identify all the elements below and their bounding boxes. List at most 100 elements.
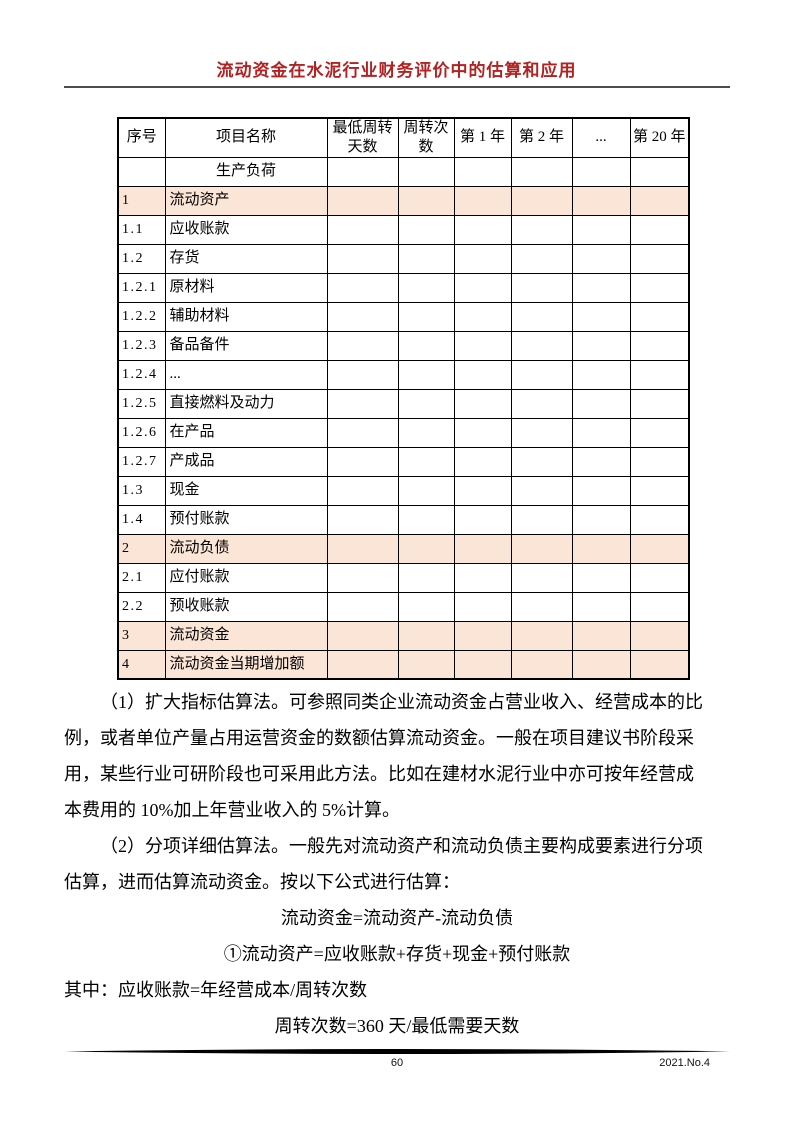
- value-cell: [397, 214, 455, 245]
- body-line: （2）分项详细估算法。一般先对流动资产和流动负债主要构成要素进行分项: [100, 836, 703, 856]
- table-row: 2.1 应付账款: [117, 562, 690, 593]
- value-cell: [629, 475, 690, 506]
- row-number-cell: 2: [117, 533, 166, 564]
- row-number-cell: 1.2.6: [117, 417, 166, 448]
- item-name-cell: ...: [164, 359, 328, 390]
- table-row: 3 流动资金: [117, 620, 690, 651]
- value-cell: [397, 475, 455, 506]
- value-cell: [510, 185, 573, 216]
- table-row: 1.2.7 产成品: [117, 446, 690, 477]
- value-cell: [571, 156, 631, 187]
- value-cell: [629, 301, 690, 332]
- value-cell: [510, 591, 573, 622]
- row-number-cell: 2.1: [117, 562, 166, 593]
- table-row: 4 流动资金当期增加额: [117, 649, 690, 680]
- value-cell: [571, 214, 631, 245]
- working-capital-table: 序号 项目名称 最低周转天数 周转次数 第 1 年 第 2 年 ... 第 20…: [117, 117, 690, 680]
- value-cell: [629, 214, 690, 245]
- value-cell: [453, 388, 512, 419]
- value-cell: [453, 330, 512, 361]
- value-cell: [629, 243, 690, 274]
- body-text: （1）扩大指标估算法。可参照同类企业流动资金占营业收入、经营成本的比 例，或者单…: [64, 684, 730, 1044]
- value-cell: [397, 620, 455, 651]
- item-name-cell: 流动资金: [164, 620, 328, 651]
- value-cell: [629, 359, 690, 390]
- value-cell: [453, 214, 512, 245]
- value-cell: [397, 417, 455, 448]
- value-cell: [326, 620, 399, 651]
- value-cell: [326, 330, 399, 361]
- value-cell: [510, 330, 573, 361]
- value-cell: [326, 301, 399, 332]
- value-cell: [510, 620, 573, 651]
- page-number: 60: [390, 1057, 404, 1069]
- footer-rule-bar: [64, 1049, 730, 1054]
- body-line: 本费用的 10%加上年营业收入的 5%计算。: [64, 800, 400, 820]
- item-name-cell: 备品备件: [164, 330, 328, 361]
- col-header-year1: 第 1 年: [453, 117, 512, 158]
- value-cell: [571, 359, 631, 390]
- value-cell: [326, 185, 399, 216]
- table-row: 1.3 现金: [117, 475, 690, 506]
- value-cell: [571, 504, 631, 535]
- header-rule: [64, 86, 730, 88]
- value-cell: [571, 417, 631, 448]
- body-line: 例，或者单位产量占用运营资金的数额估算流动资金。一般在项目建议书阶段采: [64, 728, 694, 748]
- table-row: 2 流动负债: [117, 533, 690, 564]
- value-cell: [397, 156, 455, 187]
- item-name-cell: 流动资产: [164, 185, 328, 216]
- value-cell: [571, 620, 631, 651]
- table-row: 1.2.5 直接燃料及动力: [117, 388, 690, 419]
- item-name-cell: 预收账款: [164, 591, 328, 622]
- value-cell: [510, 301, 573, 332]
- col-header-min-turnover-days: 最低周转天数: [326, 117, 399, 158]
- table-row: 生产负荷: [117, 156, 690, 187]
- value-cell: [326, 214, 399, 245]
- value-cell: [326, 475, 399, 506]
- value-cell: [571, 243, 631, 274]
- row-number-cell: [117, 156, 166, 187]
- item-name-cell: 产成品: [164, 446, 328, 477]
- value-cell: [453, 504, 512, 535]
- value-cell: [571, 388, 631, 419]
- footer: 60 2021.No.4: [64, 1057, 730, 1073]
- col-header-seq: 序号: [117, 117, 166, 158]
- item-name-cell: 流动负债: [164, 533, 328, 564]
- item-name-cell: 现金: [164, 475, 328, 506]
- item-name-cell: 应付账款: [164, 562, 328, 593]
- row-number-cell: 1: [117, 185, 166, 216]
- col-header-item-name: 项目名称: [164, 117, 328, 158]
- table-row: 1.1 应收账款: [117, 214, 690, 245]
- table-row: 1.4 预付账款: [117, 504, 690, 535]
- value-cell: [397, 649, 455, 680]
- row-number-cell: 2.2: [117, 591, 166, 622]
- value-cell: [453, 562, 512, 593]
- value-cell: [397, 272, 455, 303]
- row-number-cell: 1.3: [117, 475, 166, 506]
- col-header-year20: 第 20 年: [629, 117, 690, 158]
- row-number-cell: 1.2.3: [117, 330, 166, 361]
- item-name-cell: 流动资金当期增加额: [164, 649, 328, 680]
- value-cell: [510, 649, 573, 680]
- value-cell: [571, 301, 631, 332]
- row-number-cell: 1.4: [117, 504, 166, 535]
- value-cell: [629, 562, 690, 593]
- value-cell: [510, 475, 573, 506]
- value-cell: [397, 330, 455, 361]
- value-cell: [397, 446, 455, 477]
- value-cell: [326, 533, 399, 564]
- value-cell: [453, 591, 512, 622]
- value-cell: [510, 156, 573, 187]
- value-cell: [453, 185, 512, 216]
- value-cell: [453, 272, 512, 303]
- table-row: 1.2.1 原材料: [117, 272, 690, 303]
- formula-line: ①流动资产=应收账款+存货+现金+预付账款: [223, 944, 571, 964]
- value-cell: [453, 446, 512, 477]
- value-cell: [571, 272, 631, 303]
- table-row: 1.2.6 在产品: [117, 417, 690, 448]
- value-cell: [510, 388, 573, 419]
- value-cell: [397, 591, 455, 622]
- table-row: 2.2 预收账款: [117, 591, 690, 622]
- value-cell: [510, 359, 573, 390]
